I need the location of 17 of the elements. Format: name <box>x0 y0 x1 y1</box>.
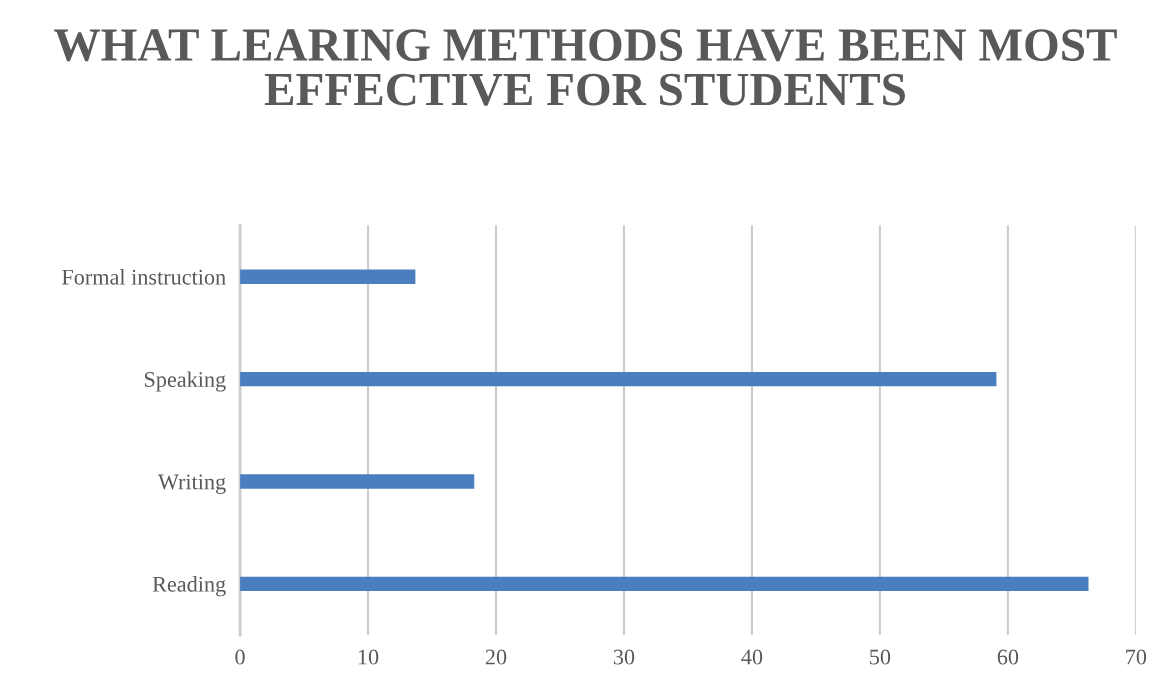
bar <box>240 474 475 489</box>
x-tick-label: 70 <box>1126 649 1147 665</box>
x-tick-label: 0 <box>235 649 245 665</box>
x-tick-label: 20 <box>485 649 507 665</box>
x-tick-label: 60 <box>997 649 1019 665</box>
y-tick-label: Reading <box>152 576 226 597</box>
y-tick-label: Formal instruction <box>62 269 226 285</box>
bar <box>240 269 416 284</box>
y-tick-label: Writing <box>157 474 226 494</box>
chart-title: WHAT LEARING METHODS HAVE BEEN MOST EFFECTIVE FOR STUDENTS <box>54 29 1117 106</box>
y-tick-label: Speaking <box>144 371 226 392</box>
x-tick-label: 40 <box>741 649 763 665</box>
bar <box>240 371 997 387</box>
x-tick-label: 50 <box>870 649 891 665</box>
bar <box>240 576 1089 591</box>
x-tick-label: 30 <box>613 649 635 665</box>
x-tick-label: 10 <box>358 649 379 665</box>
